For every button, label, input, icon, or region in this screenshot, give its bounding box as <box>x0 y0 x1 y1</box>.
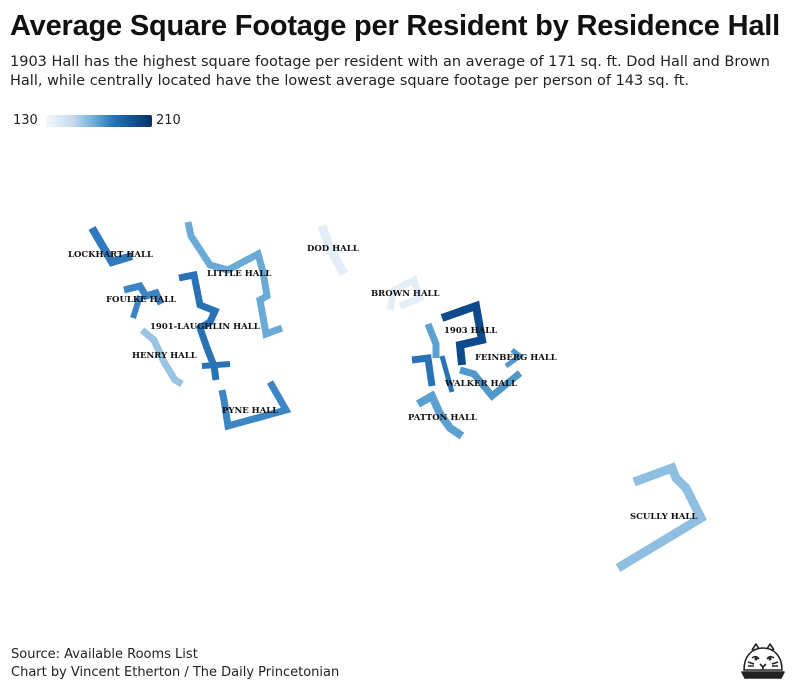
source-note: Source: Available Rooms List <box>11 647 198 662</box>
legend-min-label: 130 <box>13 113 38 128</box>
color-legend: 130 210 <box>10 113 210 129</box>
chart-title: Average Square Footage per Resident by R… <box>10 10 780 42</box>
hall-shape-lockhart[interactable] <box>88 225 134 267</box>
hall-shape-1903[interactable] <box>440 300 487 366</box>
hall-shape-scully[interactable] <box>615 462 707 572</box>
hall-label-pyne: PYNE HALL <box>222 406 278 416</box>
hall-shape-pyne[interactable] <box>218 380 292 431</box>
hall-label-patton: PATTON HALL <box>408 413 477 423</box>
hall-label-lockhart: LOCKHART HALL <box>68 250 153 260</box>
hall-shape-patton[interactable] <box>416 322 465 440</box>
hall-shape-dod[interactable] <box>317 224 348 277</box>
hall-label-dod: DOD HALL <box>307 244 359 254</box>
hall-shape-henry[interactable] <box>139 327 184 388</box>
hall-label-henry: HENRY HALL <box>132 351 197 361</box>
hall-shape-brown[interactable] <box>386 275 425 311</box>
credit-note: Chart by Vincent Etherton / The Daily Pr… <box>11 665 340 680</box>
hall-shape-walker[interactable] <box>411 354 455 393</box>
hall-label-scully: SCULLY HALL <box>630 512 697 522</box>
tiger-logo-icon <box>741 643 785 679</box>
legend-max-label: 210 <box>156 113 181 128</box>
hall-label-1903: 1903 HALL <box>444 326 497 336</box>
hall-label-brown: BROWN HALL <box>371 289 440 299</box>
chart-subtitle: 1903 Hall has the highest square footage… <box>10 54 770 89</box>
hall-shape-little[interactable] <box>184 221 284 339</box>
hall-label-laughlin: 1901-LAUGHLIN HALL <box>150 322 260 332</box>
hall-shape-laughlin[interactable] <box>178 270 231 381</box>
hall-labels: LOCKHART HALL LITTLE HALL DOD HALL FOULK… <box>68 244 697 522</box>
hall-label-feinberg: FEINBERG HALL <box>475 353 557 363</box>
hall-shape-foulke[interactable] <box>123 281 165 319</box>
hall-label-walker: WALKER HALL <box>444 379 517 389</box>
hall-shape-feinberg[interactable] <box>459 348 525 401</box>
hall-label-foulke: FOULKE HALL <box>106 295 176 305</box>
hall-label-little: LITTLE HALL <box>207 269 271 279</box>
legend-gradient-bar <box>46 115 152 127</box>
